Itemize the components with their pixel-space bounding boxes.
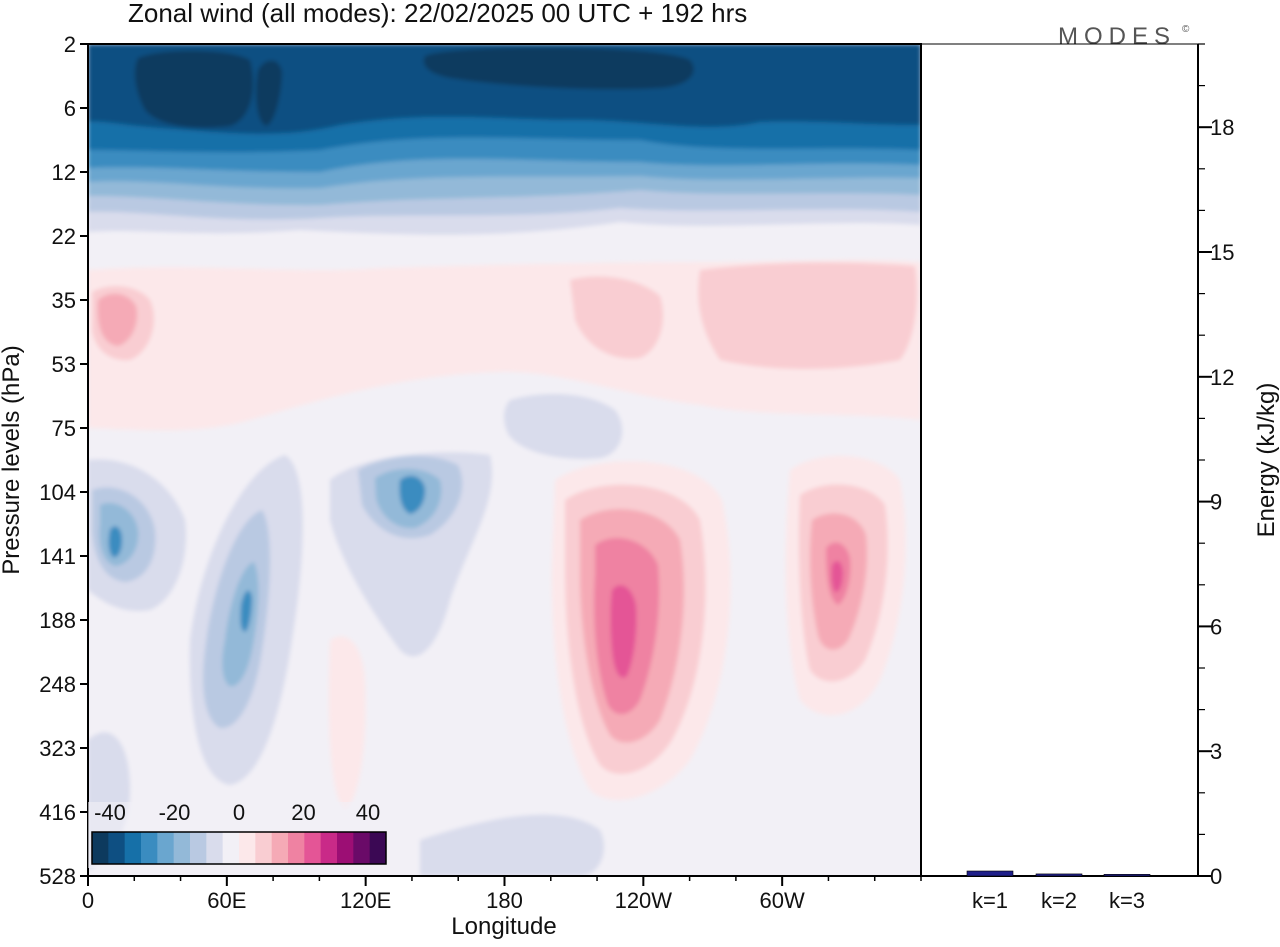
colorbar-tick-label: 40 bbox=[356, 800, 380, 825]
contour-band bbox=[831, 560, 843, 593]
energy-bar bbox=[1103, 874, 1151, 877]
colorbar-tick-label: -40 bbox=[94, 800, 126, 825]
x-tick-label: 0 bbox=[82, 888, 94, 913]
colorbar-swatch bbox=[124, 832, 142, 864]
energy-bars: k=1 k=2 k=3 bbox=[966, 870, 1151, 913]
energy-bar bbox=[966, 870, 1014, 877]
y-tick-label: 188 bbox=[39, 608, 76, 633]
contour-band bbox=[328, 636, 366, 810]
contour-band bbox=[610, 585, 637, 678]
x-axis-label: Longitude bbox=[451, 913, 556, 940]
energy-category-label: k=1 bbox=[972, 888, 1008, 913]
energy-category-label: k=2 bbox=[1041, 888, 1077, 913]
colorbar-swatch bbox=[190, 832, 207, 864]
colorbar-swatch bbox=[337, 832, 354, 864]
y-tick-label: 6 bbox=[64, 96, 76, 121]
y-tick-label: 528 bbox=[39, 864, 76, 889]
colorbar-swatch bbox=[369, 832, 387, 864]
energy-tick-label: 0 bbox=[1210, 864, 1222, 889]
x-tick-label: 120E bbox=[340, 888, 391, 913]
contour-band bbox=[108, 526, 122, 558]
energy-bar bbox=[1035, 873, 1083, 877]
colorbar-swatch bbox=[141, 832, 158, 864]
colorbar-tick-label: -20 bbox=[159, 800, 191, 825]
zonal-wind-heatmap bbox=[87, 43, 922, 877]
brand-logo: MODES bbox=[1058, 23, 1176, 50]
colorbar-swatch bbox=[222, 832, 240, 864]
pressure-axis: 2 6 12 22 35 53 75 104 141 188 248 323 416 528 bbox=[39, 32, 88, 889]
contour-band bbox=[423, 47, 694, 90]
contour-band bbox=[97, 293, 138, 346]
contour-band bbox=[256, 60, 282, 126]
x-tick-label: 60W bbox=[760, 888, 805, 913]
contour-band bbox=[570, 276, 664, 359]
brand-registered-mark: © bbox=[1182, 24, 1190, 35]
colorbar-swatch bbox=[108, 832, 126, 864]
longitude-axis: 0 60E 120E 180 120W 60W bbox=[82, 876, 922, 913]
energy-tick-label: 3 bbox=[1210, 739, 1222, 764]
y-tick-label: 53 bbox=[52, 352, 76, 377]
colorbar-tick-label: 20 bbox=[291, 800, 315, 825]
contour-band bbox=[134, 50, 254, 128]
energy-tick-label: 18 bbox=[1210, 115, 1234, 140]
energy-bar-chart: 0 3 6 9 12 15 18 k=1 k=2 k=3 Energy (kJ/kg) bbox=[921, 43, 1280, 913]
y-tick-label: 35 bbox=[52, 288, 76, 313]
energy-axis-label: Energy (kJ/kg) bbox=[1253, 383, 1280, 538]
y-tick-label: 104 bbox=[39, 480, 76, 505]
colorbar-swatch bbox=[288, 832, 305, 864]
colorbar-tick-label: 0 bbox=[233, 800, 245, 825]
x-tick-label: 60E bbox=[207, 888, 246, 913]
contour-band bbox=[88, 44, 921, 134]
energy-tick-label: 15 bbox=[1210, 240, 1234, 265]
contour-band bbox=[504, 394, 623, 459]
colorbar-frame bbox=[91, 831, 387, 865]
chart-title: Zonal wind (all modes): 22/02/2025 00 UT… bbox=[128, 0, 747, 28]
colorbar-swatch bbox=[157, 832, 175, 864]
y-axis-label: Pressure levels (hPa) bbox=[0, 345, 25, 574]
colorbar-swatch bbox=[206, 832, 224, 864]
y-tick-label: 75 bbox=[52, 416, 76, 441]
colorbar-swatch bbox=[239, 832, 256, 864]
colorbar-swatch bbox=[173, 832, 191, 864]
colorbar-swatch bbox=[304, 832, 322, 864]
colorbar-swatch bbox=[271, 832, 289, 864]
colorbar-swatch bbox=[92, 832, 109, 864]
contour-band bbox=[420, 814, 604, 876]
energy-tick-label: 9 bbox=[1210, 490, 1222, 515]
colorbar: -40 -20 0 20 40 bbox=[88, 800, 390, 868]
energy-tick-label: 6 bbox=[1210, 614, 1222, 639]
x-tick-label: 180 bbox=[486, 888, 523, 913]
contour-band bbox=[698, 262, 917, 369]
x-tick-label: 120W bbox=[615, 888, 673, 913]
y-tick-label: 2 bbox=[64, 32, 76, 57]
contour-band bbox=[399, 475, 426, 514]
y-tick-label: 141 bbox=[39, 544, 76, 569]
colorbar-swatch bbox=[255, 832, 273, 864]
energy-tick-label: 12 bbox=[1210, 365, 1234, 390]
colorbar-swatch bbox=[320, 832, 338, 864]
y-tick-label: 323 bbox=[39, 736, 76, 761]
contour-band bbox=[240, 590, 252, 632]
y-tick-label: 22 bbox=[52, 224, 76, 249]
energy-category-label: k=3 bbox=[1109, 888, 1145, 913]
colorbar-swatch bbox=[353, 832, 371, 864]
y-tick-label: 416 bbox=[39, 800, 76, 825]
energy-axis: 0 3 6 9 12 15 18 bbox=[1198, 43, 1234, 889]
y-tick-label: 12 bbox=[52, 160, 76, 185]
y-tick-label: 248 bbox=[39, 672, 76, 697]
heatmap-field bbox=[88, 44, 921, 876]
